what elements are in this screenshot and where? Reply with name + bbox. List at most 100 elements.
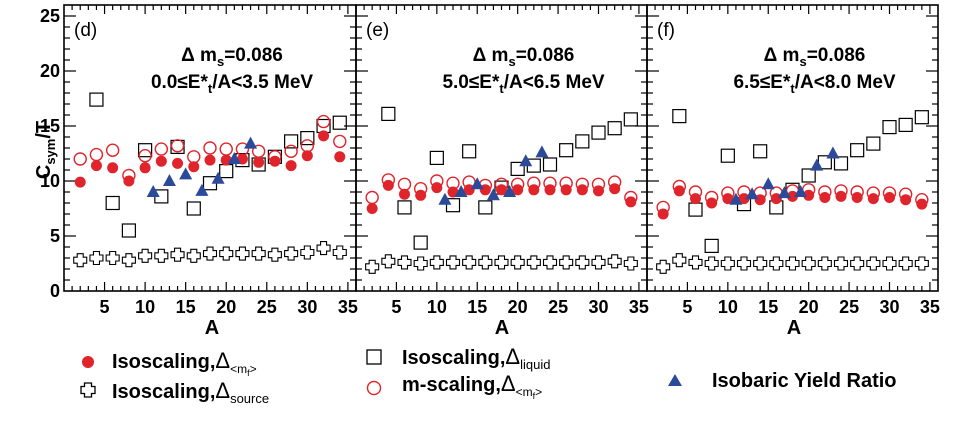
marker-iso-liquid (478, 200, 493, 215)
panel-letter: (e) (366, 20, 389, 41)
y-tick-label: 10 (40, 171, 60, 191)
marker-isobaric (244, 136, 258, 149)
marker-isobaric (810, 158, 824, 171)
annotation-delta-ms: Δ ms=0.086 (181, 45, 283, 69)
y-tick-label: 0 (50, 281, 60, 301)
legend-mscale-sym: Δ (501, 371, 516, 396)
x-tick-label: 20 (799, 297, 819, 317)
marker-iso-source (284, 246, 299, 261)
marker-iso-mf (366, 203, 378, 214)
legend-label-isobaric: Isobaric Yield Ratio (712, 370, 897, 392)
marker-iso-liquid (672, 108, 687, 124)
marker-iso-mf (496, 184, 507, 196)
annotation-energy-sub: t (208, 81, 213, 96)
marker-iso-liquid (413, 235, 428, 250)
x-tick-label: 10 (718, 297, 738, 317)
legend-marker-iso-src (80, 382, 96, 398)
marker-iso-mf (593, 185, 604, 197)
annotation-delta-ms-post: =0.086 (516, 45, 575, 66)
marker-isobaric (486, 188, 500, 201)
x-axis-title-d: A (205, 317, 219, 339)
marker-iso-mf (754, 194, 766, 206)
marker-iso-liquid (607, 121, 622, 136)
marker-iso-source (801, 256, 816, 271)
marker-iso-source (866, 256, 881, 271)
marker-iso-liquid (753, 144, 768, 159)
x-tick-label: 5 (682, 297, 692, 317)
marker-iso-liquid (121, 223, 136, 238)
marker-iso-mf (706, 197, 718, 209)
marker-iso-mf (236, 153, 248, 165)
y-axis-title: Csym/T (33, 121, 58, 179)
marker-iso-source (381, 254, 396, 269)
marker-iso-mf (253, 156, 265, 168)
marker-iso-source (914, 256, 929, 271)
marker-iso-source (73, 253, 88, 268)
marker-iso-mf (74, 176, 86, 188)
marker-iso-mf (512, 184, 524, 196)
marker-iso-liquid (914, 110, 929, 125)
marker-iso-mf (884, 192, 895, 203)
marker-m-scaling (203, 141, 217, 155)
marker-iso-source (559, 255, 574, 270)
marker-isobaric (535, 145, 549, 158)
marker-iso-source (785, 256, 800, 271)
marker-m-scaling (333, 134, 347, 149)
x-tick-label: 30 (297, 297, 317, 317)
marker-isobaric (826, 146, 840, 159)
marker-isobaric (794, 185, 808, 197)
marker-iso-source (478, 255, 493, 270)
marker-iso-liquid (704, 238, 719, 253)
marker-isobaric (729, 192, 743, 205)
x-tick-label: 25 (257, 297, 277, 317)
marker-iso-mf (188, 161, 200, 173)
marker-isobaric (519, 154, 533, 167)
marker-iso-liquid (623, 112, 638, 127)
legend-iso-mf-close: > (250, 362, 257, 376)
marker-iso-liquid (542, 157, 558, 172)
marker-iso-source (736, 256, 752, 271)
legend-label-iso-mf: Isoscaling,Δ<mf> (112, 348, 257, 378)
marker-iso-mf (269, 155, 281, 167)
annotation-energy-post: /A<8.0 MeV (795, 72, 896, 93)
legend-iso-mf-subsub: f (247, 368, 250, 378)
legend-iso-liq-sym: Δ (505, 344, 520, 369)
marker-iso-source (688, 255, 703, 270)
marker-iso-source (575, 255, 590, 270)
marker-iso-liquid (397, 200, 412, 215)
marker-iso-liquid (445, 198, 461, 213)
marker-iso-source (365, 259, 380, 274)
marker-iso-source (769, 256, 784, 271)
legend-marker-mscale (366, 380, 382, 396)
marker-iso-source (316, 241, 331, 256)
marker-iso-liquid (219, 164, 234, 179)
x-tick-label: 15 (176, 297, 196, 317)
marker-iso-source (462, 255, 477, 270)
marker-iso-liquid (833, 156, 849, 171)
marker-iso-source (105, 250, 120, 266)
marker-iso-source (817, 256, 832, 271)
marker-iso-mf (463, 184, 475, 196)
marker-iso-mf (544, 184, 556, 196)
x-tick-label: 10 (135, 297, 155, 317)
x-tick-label: 35 (920, 297, 940, 317)
marker-isobaric (503, 185, 517, 197)
legend-marker-iso-liq (366, 349, 382, 365)
marker-iso-source (170, 247, 185, 262)
marker-isobaric (761, 177, 775, 190)
x-tick-label: 30 (588, 297, 608, 317)
marker-iso-source (445, 255, 461, 270)
legend-iso-src-sym: Δ (215, 378, 230, 403)
annotation-delta-ms: Δ ms=0.086 (473, 45, 575, 69)
marker-iso-source (882, 256, 897, 271)
marker-m-scaling (219, 142, 233, 156)
marker-isobaric (211, 171, 225, 184)
marker-iso-mf (334, 151, 346, 163)
marker-isobaric (777, 186, 791, 199)
marker-iso-mf (900, 194, 912, 206)
marker-iso-source (607, 254, 622, 269)
marker-iso-source (704, 256, 719, 271)
marker-iso-mf (479, 184, 491, 196)
